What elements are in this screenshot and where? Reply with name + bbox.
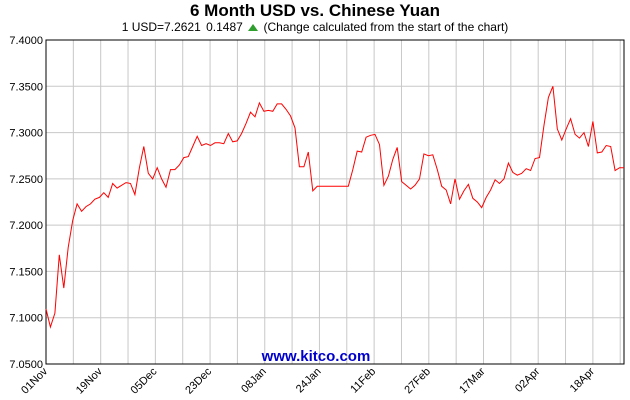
x-tick-label: 02Apr [513, 365, 542, 394]
y-tick-label: 7.3500 [9, 81, 43, 93]
series-line-usd-cny [45, 86, 624, 329]
x-tick-label: 23Dec [183, 365, 214, 396]
chart-subtitle: 1 USD=7.2621 0.1487 (Change calculated f… [0, 20, 630, 34]
y-tick-label: 7.0500 [9, 359, 43, 371]
current-rate: 1 USD=7.2621 [121, 20, 201, 34]
y-tick-label: 7.3000 [9, 128, 43, 140]
y-tick-label: 7.1500 [9, 266, 43, 278]
up-arrow-icon [248, 24, 259, 32]
x-tick-label: 05Dec [129, 365, 160, 396]
x-tick-label: 11Feb [348, 366, 378, 396]
y-tick-label: 7.4000 [9, 35, 43, 47]
plot-frame [45, 39, 625, 365]
x-tick-label: 24Jan [294, 366, 324, 396]
y-axis: 7.4000 7.3500 7.3000 7.2500 7.2000 7.1500 7.10… [9, 35, 43, 371]
x-tick-label: 18Apr [568, 365, 597, 394]
x-axis: 01Nov 19Nov 05Dec 23Dec 08Jan 24Jan 11Feb 27Feb… [19, 365, 597, 396]
y-tick-label: 7.2000 [9, 220, 43, 232]
change-value: 0.1487 [206, 20, 243, 34]
x-tick-label: 27Feb [402, 366, 433, 397]
grid [46, 39, 624, 365]
x-tick-label: 08Jan [239, 366, 269, 396]
y-tick-label: 7.2500 [9, 174, 43, 186]
x-tick-label: 19Nov [74, 365, 105, 396]
chart-title: 6 Month USD vs. Chinese Yuan [189, 1, 441, 20]
x-tick-label: 17Mar [457, 365, 488, 396]
watermark-text: www.kitco.com [261, 348, 371, 365]
change-note: (Change calculated from the start of the… [263, 20, 509, 34]
y-tick-label: 7.1000 [9, 313, 43, 325]
